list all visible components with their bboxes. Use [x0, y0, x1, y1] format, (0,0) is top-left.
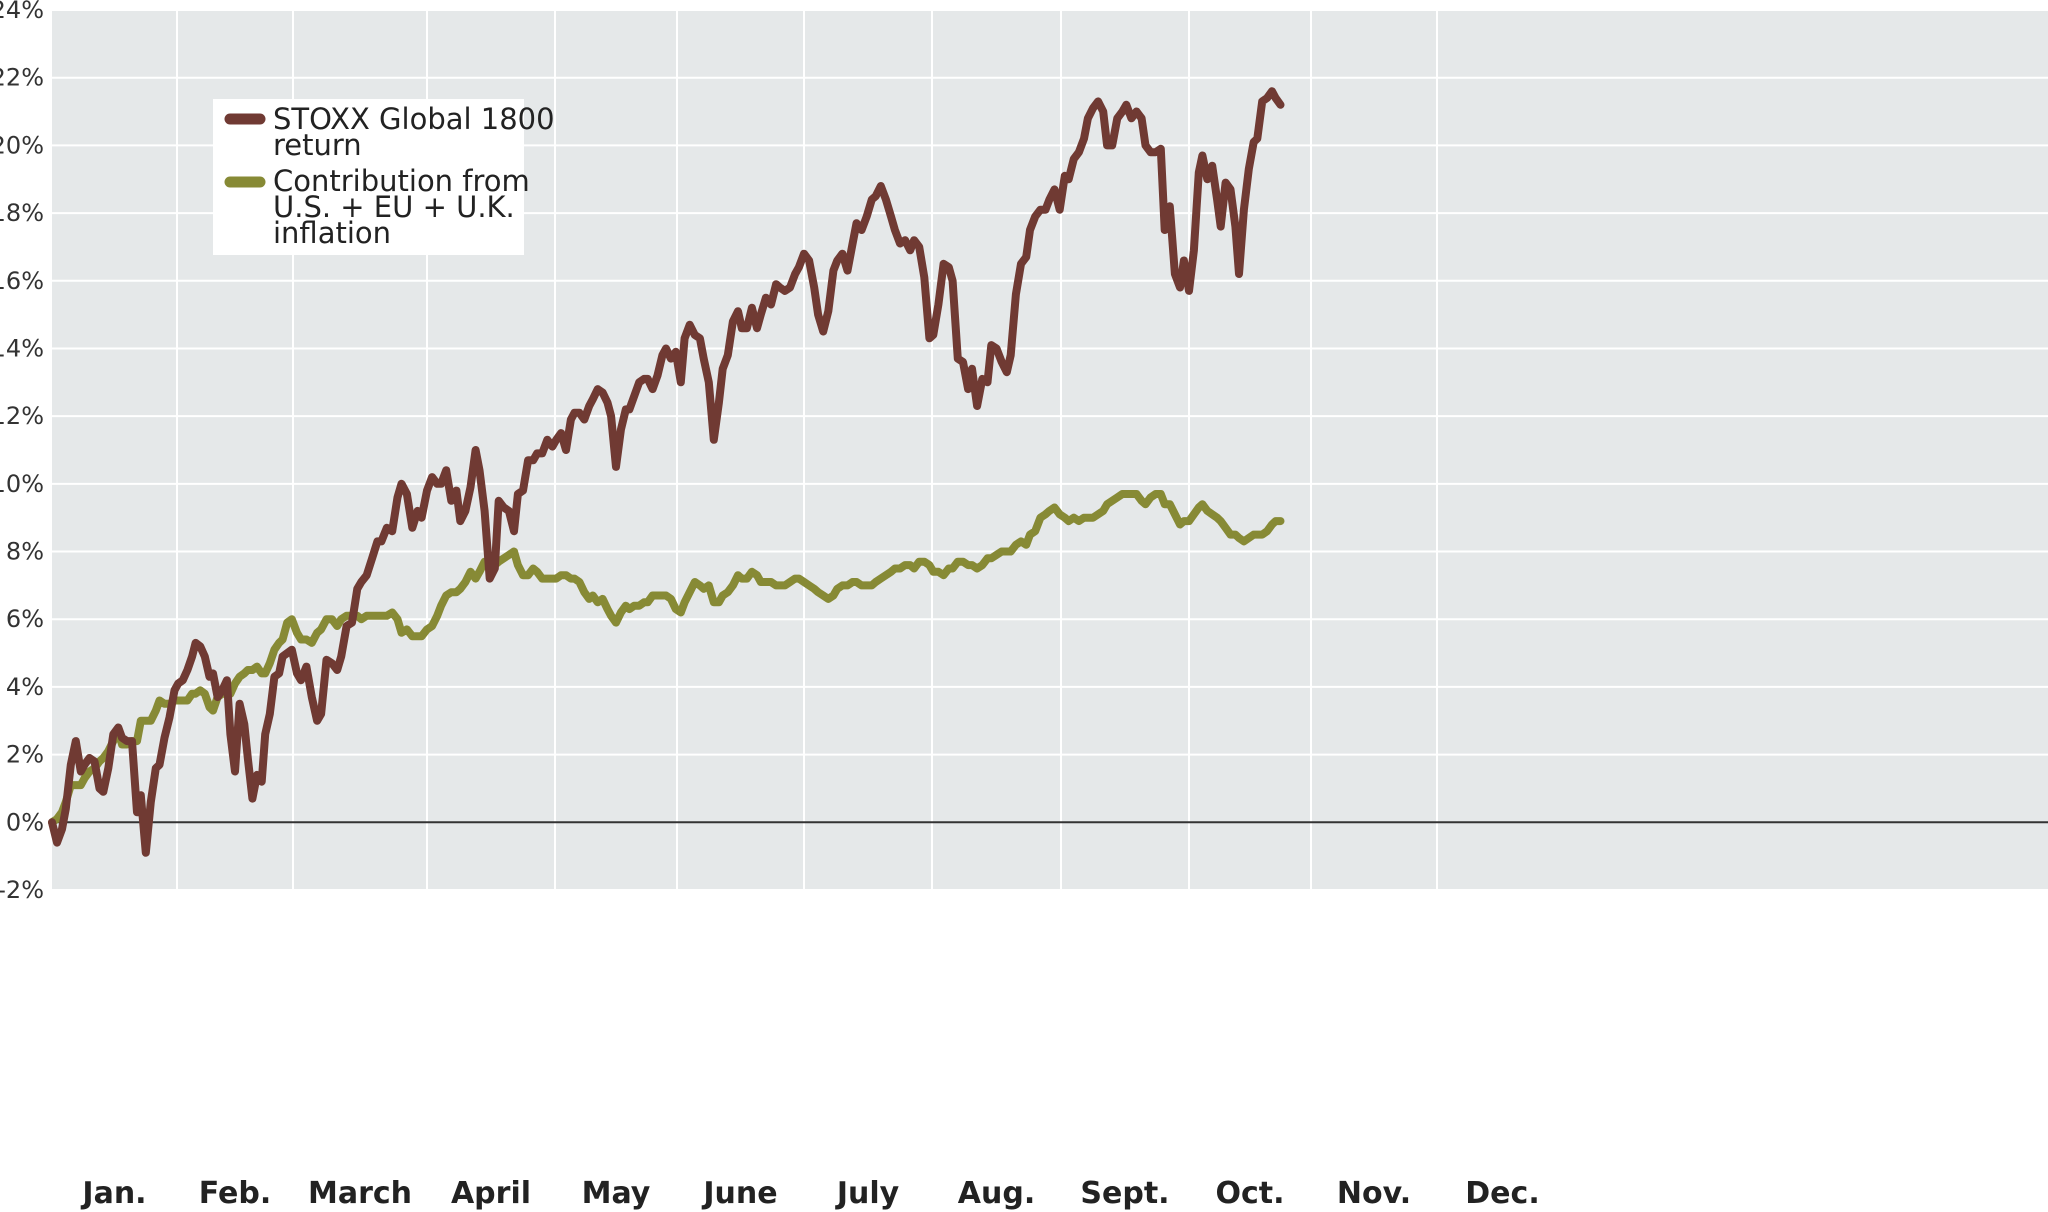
- y-tick-label: -2%: [0, 876, 44, 904]
- series-lines: [48, 87, 1285, 857]
- x-tick-label: Sept.: [1080, 1176, 1169, 1211]
- y-tick-label: 16%: [0, 267, 44, 295]
- x-tick-label: Jan.: [80, 1176, 146, 1211]
- y-tick-label: 4%: [6, 673, 44, 701]
- series-line-stoxx: [48, 87, 1285, 857]
- y-tick-label: 12%: [0, 402, 44, 430]
- legend-label-inflation: Contribution from U.S. + EU + U.K. infla…: [273, 164, 539, 250]
- y-tick-label: 0%: [6, 808, 44, 836]
- legend-label-line: Contribution from: [273, 164, 530, 198]
- x-tick-label: Oct.: [1215, 1176, 1284, 1211]
- y-tick-label: 8%: [6, 538, 44, 566]
- x-tick-label: July: [835, 1176, 900, 1211]
- series-line-inflation: [48, 490, 1285, 827]
- x-tick-label: Feb.: [199, 1176, 272, 1211]
- legend-label-line: return: [273, 128, 362, 162]
- x-tick-label: Dec.: [1465, 1176, 1539, 1211]
- y-tick-label: 22%: [0, 64, 44, 92]
- y-axis-ticks: -2% 0% 2% 4% 6% 8% 10% 12% 14% 16% 18% 20% 22% 24%: [0, 0, 44, 904]
- y-tick-label: 6%: [6, 605, 44, 633]
- grid: [52, 9, 2048, 891]
- x-tick-label: May: [582, 1176, 651, 1211]
- x-tick-label: Aug.: [958, 1176, 1035, 1211]
- legend-label-line: U.S. + EU + U.K.: [273, 190, 515, 224]
- y-tick-label: 10%: [0, 470, 44, 498]
- y-tick-label: 24%: [0, 0, 44, 24]
- x-tick-label: June: [701, 1176, 777, 1211]
- legend: STOXX Global 1800 return Contribution fr…: [213, 99, 564, 255]
- x-tick-label: April: [451, 1176, 531, 1211]
- y-tick-label: 2%: [6, 741, 44, 769]
- y-tick-label: 18%: [0, 199, 44, 227]
- legend-label-line: inflation: [273, 216, 391, 250]
- x-axis-ticks: Jan. Feb. March April May June July Aug. Sept. Oc…: [80, 1176, 1539, 1211]
- y-tick-label: 20%: [0, 131, 44, 159]
- legend-label-line: STOXX Global 1800: [273, 102, 555, 136]
- legend-box: [213, 99, 524, 255]
- y-tick-label: 14%: [0, 334, 44, 362]
- x-tick-label: March: [308, 1176, 412, 1211]
- legend-label-stoxx: STOXX Global 1800 return: [273, 102, 564, 162]
- x-tick-label: Nov.: [1337, 1176, 1411, 1211]
